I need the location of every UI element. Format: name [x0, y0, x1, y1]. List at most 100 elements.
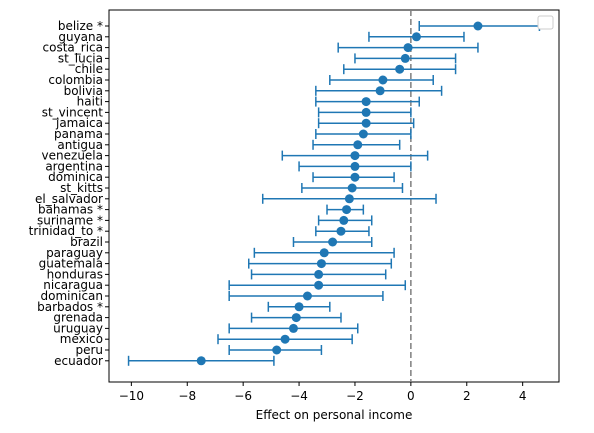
- error-bar-16: [261, 193, 437, 204]
- error-bar-19: [315, 226, 370, 237]
- y-tick-label: jamaica: [55, 116, 103, 130]
- error-bar-13: [298, 161, 412, 172]
- y-tick-label: guatemala: [39, 257, 103, 271]
- y-tick-label: belize *: [58, 19, 103, 33]
- x-tick-label: −6: [234, 389, 252, 403]
- y-tick-label: nicaragua: [43, 278, 103, 292]
- error-bar-8: [317, 107, 412, 118]
- error-bar-5: [329, 75, 434, 85]
- estimate-point: [361, 107, 371, 117]
- error-bar-1: [368, 31, 465, 42]
- y-tick-label: dominican: [41, 289, 103, 303]
- error-bar-24: [228, 280, 407, 291]
- y-tick-label: brazil: [70, 235, 103, 249]
- y-tick-label: haiti: [77, 95, 103, 109]
- estimate-point: [316, 259, 326, 269]
- y-tick-label: guyana: [58, 30, 103, 44]
- x-axis-ticks: −10 −8 −6 −4 −2 0 2 4: [119, 382, 527, 403]
- empty-legend: [537, 15, 554, 30]
- y-tick-label: mexico: [60, 332, 103, 346]
- estimate-point: [280, 334, 290, 344]
- error-bar-6: [315, 85, 443, 96]
- error-bar-3: [354, 53, 457, 64]
- y-tick-label: peru: [75, 343, 103, 357]
- error-bar-11: [312, 139, 401, 150]
- y-tick-label: bolivia: [64, 84, 103, 98]
- error-bar-23: [250, 269, 387, 280]
- estimate-point: [403, 43, 413, 53]
- y-tick-label: honduras: [47, 267, 103, 281]
- y-tick-label: paraguay: [46, 246, 103, 260]
- error-bar-28: [228, 323, 359, 334]
- y-tick-label: panama: [54, 127, 103, 141]
- estimate-point: [361, 118, 371, 128]
- y-tick-label: antigua: [57, 138, 103, 152]
- axes-frame: [108, 9, 560, 383]
- x-tick-label: −10: [119, 389, 144, 403]
- y-tick-label: costa_rica: [43, 41, 103, 55]
- y-tick-label: barbados *: [37, 300, 103, 314]
- estimate-point: [339, 215, 349, 225]
- x-tick-label: −4: [290, 389, 308, 403]
- error-bar-30: [228, 345, 323, 355]
- y-tick-label: ecuador: [54, 354, 103, 368]
- y-tick-label: el_salvador: [35, 192, 103, 206]
- y-tick-label: trinidad_to *: [29, 224, 103, 238]
- error-bar-14: [312, 172, 395, 183]
- y-axis-ticks: belize *guyanacosta_ricast_luciachilecol…: [29, 19, 109, 368]
- estimate-point: [395, 64, 405, 74]
- estimate-point: [302, 291, 312, 301]
- estimate-point: [378, 75, 388, 85]
- error-bar-20: [292, 237, 373, 247]
- estimate-point: [350, 151, 360, 161]
- estimate-point: [328, 237, 338, 247]
- y-tick-label: dominica: [48, 170, 103, 184]
- y-tick-label: bahamas *: [38, 203, 103, 217]
- estimate-point: [319, 248, 329, 258]
- y-tick-label: suriname *: [37, 213, 103, 227]
- x-tick-label: −8: [178, 389, 196, 403]
- estimate-point: [291, 313, 301, 323]
- estimate-point: [288, 323, 298, 333]
- error-bar-26: [267, 301, 331, 312]
- error-bar-7: [315, 96, 420, 107]
- error-bar-4: [343, 64, 457, 75]
- estimate-point: [473, 21, 483, 31]
- error-bar-0: [418, 21, 541, 31]
- y-tick-label: colombia: [48, 73, 103, 87]
- y-tick-label: venezuela: [42, 149, 103, 163]
- estimate-point: [400, 53, 410, 63]
- estimate-point: [353, 140, 363, 150]
- error-bar-10: [315, 129, 412, 139]
- error-bar-25: [228, 291, 384, 301]
- error-bar-17: [326, 204, 365, 215]
- estimate-point: [272, 345, 282, 355]
- y-tick-label: st_lucia: [58, 51, 103, 65]
- x-tick-label: −2: [346, 389, 364, 403]
- y-tick-label: argentina: [45, 159, 103, 173]
- error-bar-31: [127, 355, 275, 366]
- x-axis-label: Effect on personal income: [256, 408, 413, 422]
- estimate-point: [375, 86, 385, 96]
- error-bar-2: [337, 42, 479, 53]
- plot-area: belize *guyanacosta_ricast_luciachilecol…: [29, 9, 560, 403]
- error-bar-18: [317, 215, 373, 226]
- x-tick-label: 0: [407, 389, 415, 403]
- x-tick-label: 4: [519, 389, 527, 403]
- estimate-point: [358, 129, 368, 139]
- y-tick-label: st_vincent: [42, 105, 104, 119]
- estimate-point: [342, 205, 352, 215]
- estimate-point: [314, 280, 324, 290]
- estimate-point: [411, 32, 421, 42]
- error-bar-9: [317, 118, 415, 129]
- y-tick-label: grenada: [53, 311, 103, 325]
- estimate-point: [294, 302, 304, 312]
- error-bar-29: [217, 334, 353, 345]
- estimate-point: [350, 172, 360, 182]
- estimate-point: [196, 356, 206, 366]
- error-bar-27: [250, 312, 342, 323]
- error-bar-points: [127, 21, 541, 366]
- x-tick-label: 2: [463, 389, 471, 403]
